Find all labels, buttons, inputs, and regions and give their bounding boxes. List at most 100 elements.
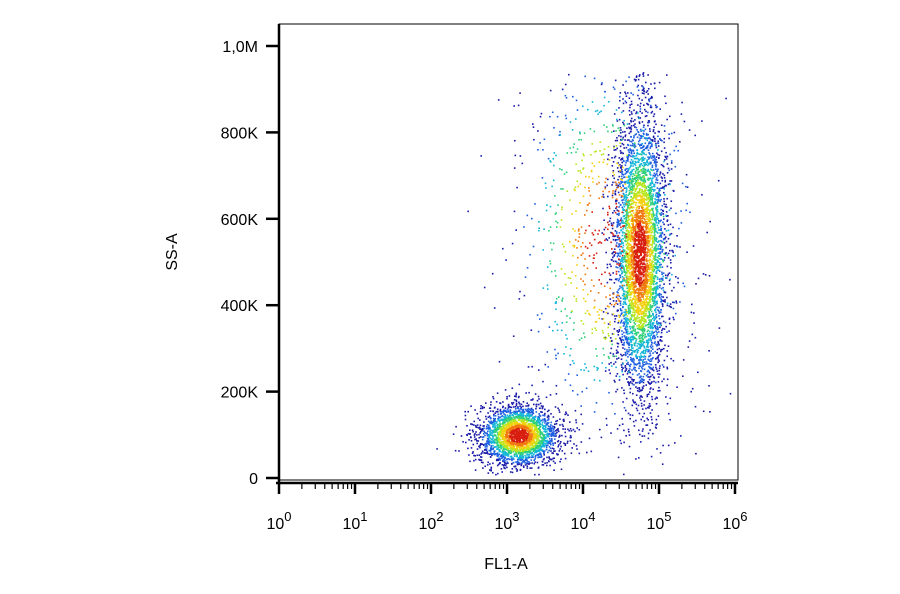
event-dot: [660, 198, 662, 201]
event-dot: [540, 411, 542, 413]
event-dot: [634, 323, 637, 325]
event-dot: [640, 356, 642, 359]
event-dot: [530, 420, 532, 423]
event-dot: [535, 446, 537, 448]
event-dot: [625, 293, 628, 296]
event-dot: [502, 446, 504, 448]
event-dot: [642, 329, 644, 331]
event-dot: [642, 375, 645, 378]
event-dot: [564, 431, 566, 434]
event-dot: [470, 436, 472, 439]
event-dot: [615, 300, 618, 302]
event-dot: [626, 224, 628, 226]
event-dot: [650, 310, 653, 313]
event-dot: [657, 293, 660, 296]
event-dot: [515, 416, 518, 419]
event-dot: [531, 454, 533, 457]
event-dot: [483, 425, 485, 427]
event-dot: [649, 138, 652, 140]
event-dot: [518, 463, 521, 465]
event-dot: [657, 381, 660, 383]
event-dot: [718, 327, 721, 329]
event-dot: [655, 343, 657, 346]
event-dot: [690, 311, 693, 314]
event-dot: [496, 392, 499, 394]
event-dot: [534, 393, 537, 395]
event-dot: [587, 108, 589, 111]
event-dot: [625, 303, 628, 306]
event-dot: [617, 334, 620, 336]
event-dot: [642, 416, 644, 418]
event-dot: [670, 160, 673, 162]
event-dot: [507, 406, 510, 409]
event-dot: [654, 326, 657, 329]
event-dot: [541, 423, 543, 426]
event-dot: [512, 335, 515, 337]
event-dot: [607, 154, 610, 156]
event-dot: [632, 155, 635, 157]
event-dot: [490, 446, 492, 449]
event-dot: [691, 387, 694, 390]
event-dot: [549, 115, 551, 118]
event-dot: [650, 83, 652, 85]
event-dot: [643, 373, 646, 375]
event-dot: [625, 210, 627, 213]
event-dot: [633, 187, 636, 189]
event-dot: [515, 400, 518, 403]
event-dot: [553, 430, 555, 433]
event-dot: [649, 320, 651, 323]
event-dot: [645, 137, 648, 139]
event-dot: [664, 179, 667, 182]
event-dot: [483, 444, 485, 446]
event-dot: [659, 232, 661, 234]
event-dot: [633, 350, 635, 353]
event-dot: [491, 430, 494, 432]
event-dot: [534, 427, 536, 429]
event-dot: [615, 239, 617, 241]
event-dot: [654, 288, 656, 290]
event-dot: [558, 411, 561, 413]
event-dot: [494, 438, 496, 441]
event-dot: [670, 261, 672, 264]
event-dot: [545, 396, 548, 399]
event-dot: [627, 176, 630, 179]
event-dot: [580, 138, 583, 141]
event-dot: [514, 395, 516, 397]
event-dot: [626, 280, 629, 282]
event-dot: [633, 142, 636, 144]
event-dot: [638, 121, 641, 123]
event-dot: [652, 326, 655, 329]
event-dot: [570, 452, 573, 454]
event-dot: [627, 216, 629, 219]
event-dot: [643, 177, 646, 180]
event-dot: [659, 280, 661, 283]
event-dot: [561, 434, 563, 437]
event-dot: [624, 366, 627, 369]
event-dot: [643, 186, 646, 189]
event-dot: [654, 341, 656, 343]
event-dot: [624, 134, 627, 136]
event-dot: [662, 213, 665, 215]
event-dot: [621, 354, 623, 357]
event-dot: [618, 278, 620, 280]
event-dot: [504, 421, 507, 424]
event-dot: [628, 151, 631, 154]
event-dot: [510, 412, 513, 414]
event-dot: [691, 303, 693, 306]
event-dot: [481, 450, 484, 452]
event-dot: [653, 238, 656, 241]
event-dot: [519, 410, 521, 412]
event-dot: [522, 414, 525, 416]
event-dot: [640, 322, 642, 325]
event-dot: [516, 463, 519, 465]
event-dot: [551, 440, 553, 442]
event-dot: [651, 342, 653, 344]
event-dot: [604, 90, 606, 93]
event-dot: [651, 169, 653, 172]
event-dot: [672, 301, 674, 304]
event-dot: [626, 317, 629, 320]
event-dot: [613, 282, 616, 284]
event-dot: [629, 382, 631, 384]
event-dot: [661, 266, 664, 268]
event-dot: [614, 361, 617, 363]
